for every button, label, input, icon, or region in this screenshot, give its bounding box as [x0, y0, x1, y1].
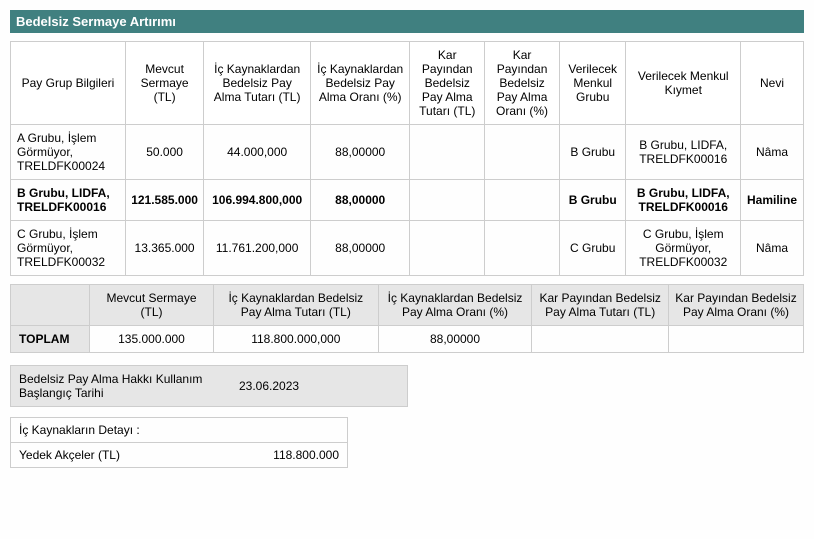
table-cell: Hamiline	[741, 180, 804, 221]
table-cell: 88,00000	[311, 221, 410, 276]
table-cell: 13.365.000	[125, 221, 203, 276]
col-header: Mevcut Sermaye (TL)	[125, 42, 203, 125]
table-cell: 121.585.000	[125, 180, 203, 221]
col-header: Mevcut Sermaye (TL)	[90, 285, 214, 326]
totals-table: Mevcut Sermaye (TL) İç Kaynaklardan Bede…	[10, 284, 804, 353]
col-header: Nevi	[741, 42, 804, 125]
table-cell: B Grubu, LIDFA, TRELDFK00016	[626, 125, 741, 180]
totals-cell: 88,00000	[378, 326, 532, 353]
col-header: İç Kaynaklardan Bedelsiz Pay Alma Oranı …	[378, 285, 532, 326]
totals-cell	[532, 326, 669, 353]
totals-cell: 118.800.000,000	[214, 326, 379, 353]
detail-row: Yedek Akçeler (TL) 118.800.000	[10, 443, 348, 468]
start-date-value: 23.06.2023	[239, 379, 299, 393]
col-header: Verilecek Menkul Grubu	[559, 42, 626, 125]
table-cell: Nâma	[741, 125, 804, 180]
table-cell: Nâma	[741, 221, 804, 276]
col-header	[11, 285, 90, 326]
col-header: İç Kaynaklardan Bedelsiz Pay Alma Oranı …	[311, 42, 410, 125]
table-cell	[410, 180, 485, 221]
table-cell: 44.000,000	[204, 125, 311, 180]
totals-cell: 135.000.000	[90, 326, 214, 353]
table-cell: C Grubu	[559, 221, 626, 276]
table-cell	[485, 125, 560, 180]
col-header: Pay Grup Bilgileri	[11, 42, 126, 125]
table-row: C Grubu, İşlem Görmüyor, TRELDFK0003213.…	[11, 221, 804, 276]
col-header: Verilecek Menkul Kıymet	[626, 42, 741, 125]
table-row: A Grubu, İşlem Görmüyor, TRELDFK0002450.…	[11, 125, 804, 180]
section-title: Bedelsiz Sermaye Artırımı	[10, 10, 804, 33]
table-cell	[485, 221, 560, 276]
table-cell: 50.000	[125, 125, 203, 180]
totals-cell	[669, 326, 804, 353]
col-header: Kar Payından Bedelsiz Pay Alma Oranı (%)	[669, 285, 804, 326]
table-cell	[485, 180, 560, 221]
detail-row-label: Yedek Akçeler (TL)	[19, 448, 120, 462]
table-cell: C Grubu, İşlem Görmüyor, TRELDFK00032	[626, 221, 741, 276]
col-header: Kar Payından Bedelsiz Pay Alma Oranı (%)	[485, 42, 560, 125]
table-cell: B Grubu	[559, 125, 626, 180]
table-cell: A Grubu, İşlem Görmüyor, TRELDFK00024	[11, 125, 126, 180]
start-date-label: Bedelsiz Pay Alma Hakkı Kullanım Başlang…	[19, 372, 219, 400]
table-cell: 88,00000	[311, 180, 410, 221]
table-cell: B Grubu, LIDFA, TRELDFK00016	[11, 180, 126, 221]
table-cell: B Grubu, LIDFA, TRELDFK00016	[626, 180, 741, 221]
col-header: İç Kaynaklardan Bedelsiz Pay Alma Tutarı…	[204, 42, 311, 125]
table-cell: B Grubu	[559, 180, 626, 221]
col-header: Kar Payından Bedelsiz Pay Alma Tutarı (T…	[532, 285, 669, 326]
col-header: Kar Payından Bedelsiz Pay Alma Tutarı (T…	[410, 42, 485, 125]
table-row: B Grubu, LIDFA, TRELDFK00016121.585.0001…	[11, 180, 804, 221]
start-date-row: Bedelsiz Pay Alma Hakkı Kullanım Başlang…	[10, 365, 408, 407]
table-cell: 88,00000	[311, 125, 410, 180]
detail-row-value: 118.800.000	[273, 448, 339, 462]
col-header: İç Kaynaklardan Bedelsiz Pay Alma Tutarı…	[214, 285, 379, 326]
table-cell: 11.761.200,000	[204, 221, 311, 276]
detail-header: İç Kaynakların Detayı :	[10, 417, 348, 443]
table-cell	[410, 125, 485, 180]
table-cell	[410, 221, 485, 276]
table-cell: 106.994.800,000	[204, 180, 311, 221]
table-cell: C Grubu, İşlem Görmüyor, TRELDFK00032	[11, 221, 126, 276]
totals-label: TOPLAM	[11, 326, 90, 353]
main-table: Pay Grup Bilgileri Mevcut Sermaye (TL) İ…	[10, 41, 804, 276]
